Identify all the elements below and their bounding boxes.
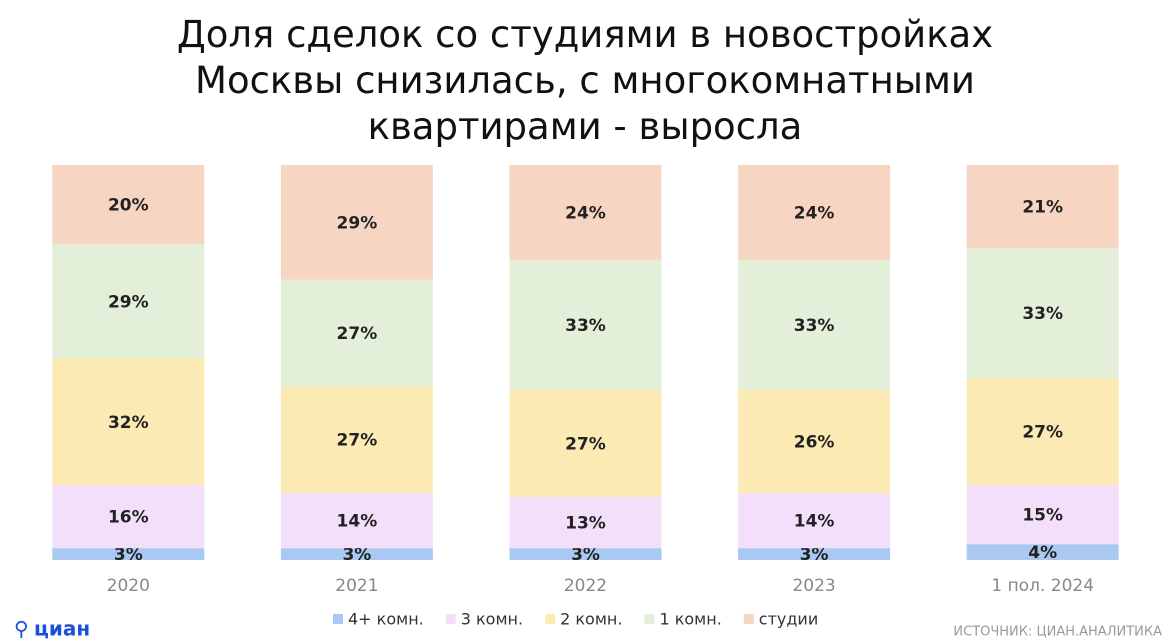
bar-segment	[509, 390, 662, 497]
x-tick-label: 2022	[564, 576, 607, 596]
bar-segment	[738, 165, 891, 260]
value-label: 24%	[794, 203, 835, 223]
value-label: 29%	[108, 292, 149, 312]
legend-swatch	[644, 614, 655, 624]
bar-segment	[52, 484, 205, 549]
legend-label: 1 комн.	[659, 610, 721, 629]
bar-segment	[280, 386, 433, 493]
bar-segment	[280, 492, 433, 549]
bar-segment	[738, 548, 891, 560]
legend-label: 2 комн.	[560, 610, 622, 629]
value-label: 33%	[794, 316, 835, 336]
bar-segment	[966, 378, 1119, 485]
source: ИСТОЧНИК: ЦИАН.АНАЛИТИКА	[953, 625, 1162, 640]
bar-segment	[52, 548, 205, 560]
legend-swatch	[445, 614, 456, 624]
legend-swatch	[743, 614, 754, 624]
bar-segment	[52, 358, 205, 485]
bar-segment	[966, 165, 1119, 248]
chart-title: Доля сделок со студиями в новостройках М…	[176, 13, 994, 148]
value-label: 33%	[1022, 304, 1063, 324]
x-tick-label: 2020	[107, 576, 150, 596]
bar-segment	[509, 548, 662, 560]
bar-segment	[280, 279, 433, 387]
bar-segment	[280, 548, 433, 560]
value-label: 27%	[337, 324, 378, 344]
value-label: 21%	[1022, 197, 1063, 217]
bar-segment	[509, 165, 662, 260]
value-label: 3%	[342, 545, 371, 565]
x-tick-label: 2023	[792, 576, 835, 596]
logo-icon: ⚲	[14, 617, 29, 641]
bar-segment	[52, 244, 205, 359]
value-label: 3%	[571, 545, 600, 565]
value-label: 29%	[337, 213, 378, 233]
value-label: 15%	[1022, 506, 1063, 526]
bar-segment	[966, 484, 1119, 545]
value-label: 27%	[565, 434, 606, 454]
value-label: 4%	[1028, 543, 1057, 563]
legend-label: студии	[759, 610, 818, 629]
legend-swatch	[545, 614, 556, 624]
bar-segment	[280, 165, 433, 280]
bar-segment	[509, 496, 662, 549]
value-label: 27%	[337, 431, 378, 451]
value-label: 32%	[108, 413, 149, 433]
value-label: 26%	[794, 433, 835, 453]
value-label: 33%	[565, 316, 606, 336]
value-label: 20%	[108, 196, 149, 216]
value-label: 14%	[337, 512, 378, 532]
value-label: 14%	[794, 512, 835, 532]
value-label: 3%	[114, 545, 143, 565]
value-label: 24%	[565, 203, 606, 223]
bar-segment	[966, 544, 1119, 560]
bar-segment	[966, 247, 1119, 379]
bar-segment	[738, 390, 891, 493]
legend-label: 4+ комн.	[348, 610, 424, 629]
logo: циан	[34, 617, 90, 641]
bar-segment	[509, 259, 662, 391]
value-label: 13%	[565, 513, 606, 533]
bar-segment	[52, 165, 205, 244]
value-label: 3%	[800, 545, 829, 565]
legend-label: 3 комн.	[461, 610, 523, 629]
value-label: 16%	[108, 508, 149, 528]
x-tick-label: 1 пол. 2024	[991, 576, 1094, 596]
bar-segment	[738, 259, 891, 391]
x-tick-label: 2021	[335, 576, 378, 596]
value-label: 27%	[1022, 423, 1063, 443]
legend-swatch	[333, 614, 343, 624]
bar-segment	[738, 492, 891, 549]
